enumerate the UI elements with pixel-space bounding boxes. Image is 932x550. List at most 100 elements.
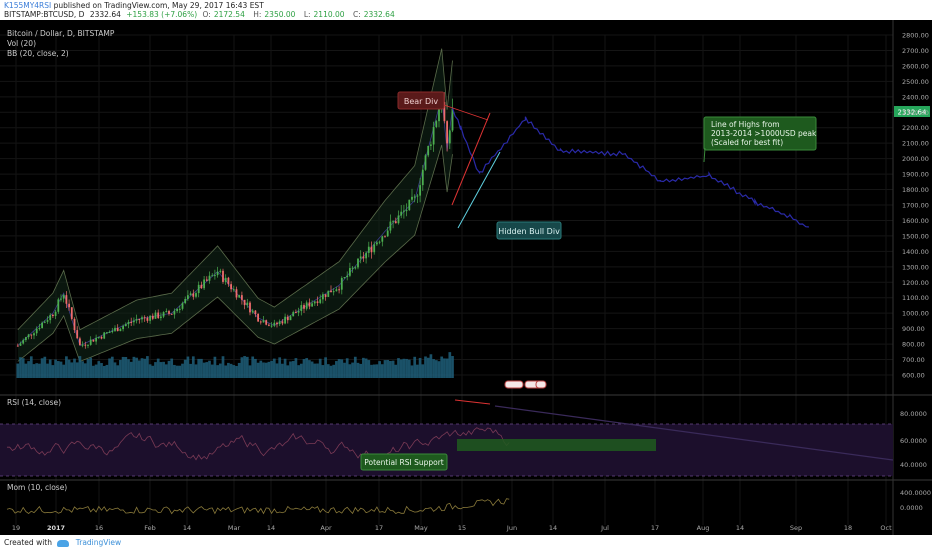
candle-body bbox=[92, 339, 95, 342]
candle-body bbox=[62, 295, 65, 299]
volume-bar bbox=[51, 365, 55, 378]
author-link[interactable]: K155MY4RSI bbox=[4, 1, 52, 10]
candle-body bbox=[430, 144, 432, 146]
volume-bar bbox=[143, 358, 147, 378]
volume-bar bbox=[340, 359, 344, 378]
tradingview-link[interactable]: TradingView bbox=[75, 538, 122, 547]
candle-body bbox=[241, 295, 243, 300]
candle-body bbox=[135, 319, 138, 321]
volume-bar bbox=[81, 361, 84, 378]
created-with: Created with bbox=[4, 538, 52, 547]
y-tick-label: 900.00 bbox=[902, 325, 925, 333]
x-tick-label: 16 bbox=[95, 524, 103, 532]
volume-bar bbox=[316, 363, 319, 378]
candle-body bbox=[273, 322, 276, 326]
candle-body bbox=[203, 279, 205, 289]
volume-bar bbox=[38, 363, 41, 378]
volume-bar bbox=[362, 357, 365, 378]
rsi-support-annotation[interactable]: Potential RSI Support bbox=[360, 453, 448, 471]
candle-body bbox=[308, 302, 311, 307]
volume-bar bbox=[24, 363, 28, 378]
candle-body bbox=[346, 275, 349, 278]
bb-upper bbox=[17, 48, 453, 331]
candle-body bbox=[262, 320, 265, 323]
event-markers[interactable] bbox=[504, 380, 547, 389]
candle-body bbox=[446, 121, 448, 144]
y-tick-label: 700.00 bbox=[902, 356, 925, 364]
volume-bar bbox=[291, 361, 295, 378]
candle-body bbox=[254, 310, 257, 314]
candle-body bbox=[16, 345, 19, 347]
volume-bar bbox=[129, 361, 133, 378]
volume-bar bbox=[56, 361, 60, 378]
volume-bar bbox=[94, 364, 98, 378]
volume-bar bbox=[124, 357, 128, 378]
volume-bar bbox=[200, 358, 203, 378]
volume-bar bbox=[205, 362, 209, 378]
y-tick-label: 600.00 bbox=[902, 372, 925, 380]
line-of-highs-annotation[interactable]: Line of Highs from 2013-2014 >1000USD pe… bbox=[703, 116, 817, 151]
x-tick-label: Jun bbox=[506, 524, 517, 532]
volume-bar bbox=[353, 356, 357, 378]
rsi-bear-line bbox=[454, 399, 491, 405]
volume-bar bbox=[243, 356, 246, 378]
volume-bar bbox=[218, 363, 222, 378]
x-tick-label: 19 bbox=[12, 524, 20, 532]
volume-bar bbox=[256, 362, 260, 378]
x-tick-label: Oct bbox=[880, 524, 892, 532]
hidden-bull-div-annotation[interactable]: Hidden Bull Div bbox=[496, 221, 562, 240]
x-tick-label: 17 bbox=[375, 524, 383, 532]
volume-bar bbox=[310, 361, 314, 378]
y-tick-label: 2400.00 bbox=[902, 93, 929, 101]
candle-body bbox=[330, 290, 332, 293]
candle-body bbox=[367, 246, 370, 253]
mom-label: Mom (10, close) bbox=[7, 483, 67, 492]
mom-path bbox=[6, 498, 510, 515]
bb-fill bbox=[17, 48, 453, 362]
volume-bar bbox=[27, 361, 30, 378]
candle-body bbox=[419, 185, 421, 196]
volume-bar bbox=[313, 363, 317, 378]
volume-bar bbox=[270, 360, 273, 378]
volume-bar bbox=[92, 365, 95, 378]
price-chart[interactable]: Bitcoin / Dollar, D, BITSTAMP Vol (20) B… bbox=[0, 20, 932, 535]
candle-body bbox=[227, 277, 230, 285]
candle-body bbox=[384, 236, 386, 238]
close-value: 2332.64 bbox=[363, 10, 395, 19]
y-tick-label: 1500.00 bbox=[902, 232, 929, 240]
candle-body bbox=[411, 196, 413, 200]
y-tick-label: 2300.00 bbox=[902, 109, 929, 117]
candle-body bbox=[119, 329, 122, 332]
volume-bar bbox=[21, 358, 25, 378]
candle-body bbox=[106, 332, 108, 334]
volume-bar bbox=[386, 359, 390, 378]
candle-body bbox=[38, 328, 41, 330]
volume-bar bbox=[305, 358, 309, 378]
volume-bar bbox=[275, 363, 279, 378]
candle-body bbox=[79, 338, 81, 346]
volume-bar bbox=[262, 362, 265, 378]
volume-bar bbox=[151, 365, 155, 378]
volume-bar bbox=[343, 362, 346, 378]
volume-bar bbox=[210, 364, 214, 378]
y-tick-label: 2000.00 bbox=[902, 155, 929, 163]
candle-body bbox=[335, 289, 338, 292]
candle-body bbox=[208, 275, 211, 281]
bear-div-annotation[interactable]: Bear Div bbox=[397, 91, 445, 110]
candle-body bbox=[281, 321, 284, 324]
volume-bar bbox=[259, 360, 263, 378]
price-change: +153.83 (+7.06%) bbox=[126, 10, 198, 19]
candle-body bbox=[443, 101, 446, 122]
x-tick-label: 18 bbox=[844, 524, 852, 532]
volume-bar bbox=[432, 359, 435, 378]
volume-bar bbox=[424, 356, 427, 378]
footer: Created with TradingView bbox=[0, 535, 932, 550]
x-tick-label: Mar bbox=[228, 524, 241, 532]
volume-bar bbox=[224, 365, 228, 378]
volume-bar bbox=[383, 360, 387, 378]
volume-bar bbox=[289, 361, 292, 378]
candlesticks bbox=[16, 91, 454, 349]
volume-bar bbox=[402, 358, 406, 378]
candle-body bbox=[394, 221, 397, 224]
volume-bar bbox=[121, 356, 125, 378]
